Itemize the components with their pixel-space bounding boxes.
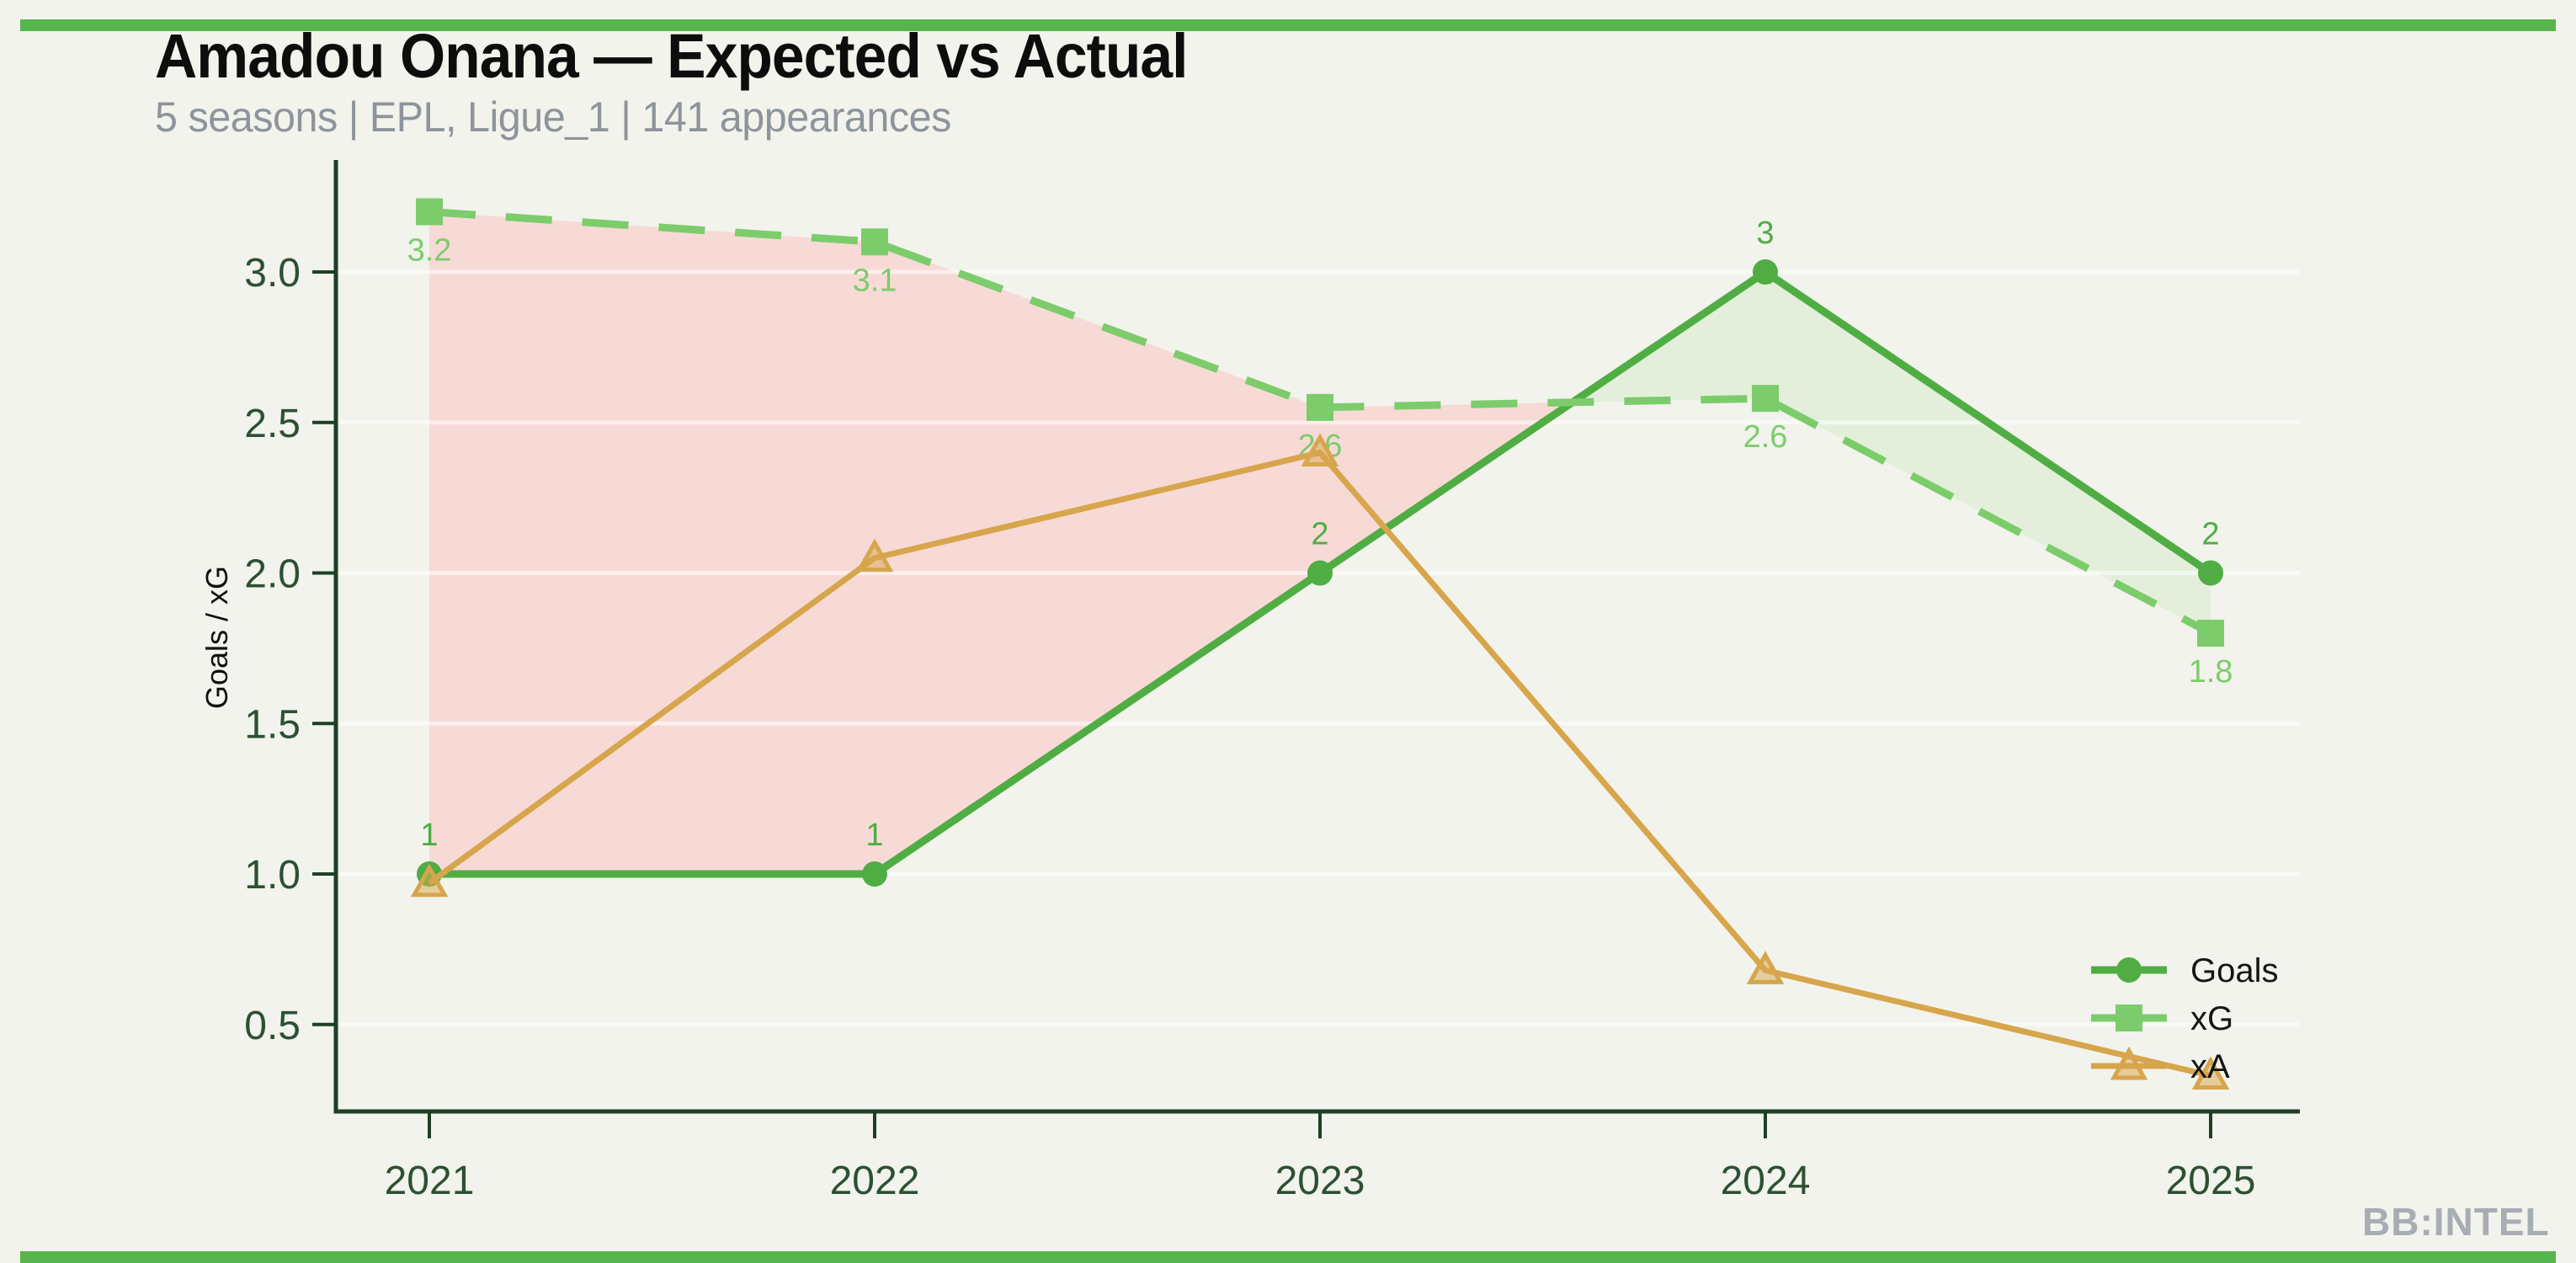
xg-marker-2025 [2197, 620, 2224, 647]
x-tick-label: 2024 [1721, 1159, 1811, 1203]
y-tick-label: 3.0 [244, 251, 301, 296]
xg-value-label: 1.8 [2189, 654, 2233, 690]
overperformance-area [1572, 272, 2211, 633]
goals-value-label: 1 [420, 818, 438, 853]
xa-marker-2024 [1746, 951, 1785, 984]
x-tick-label: 2021 [385, 1159, 475, 1203]
xg-value-label: 3.2 [407, 233, 452, 269]
goals-marker-2022 [862, 861, 887, 887]
legend-item-goals: Goals [2091, 952, 2279, 989]
legend-label: xG [2190, 1000, 2233, 1037]
goals-value-label: 3 [1756, 216, 1774, 251]
legend-marker-goals [2116, 957, 2142, 983]
goals-marker-2023 [1307, 560, 1333, 586]
x-tick-label: 2023 [1275, 1159, 1365, 1203]
y-tick-label: 1.5 [244, 702, 301, 747]
bottom-accent-bar [20, 1251, 2556, 1263]
y-tick-label: 1.0 [244, 853, 301, 898]
xg-marker-2021 [416, 198, 443, 226]
y-tick-label: 2.5 [244, 402, 301, 446]
fill-regions [429, 211, 2211, 874]
goals-marker-2025 [2198, 560, 2223, 586]
y-tick-label: 0.5 [244, 1004, 301, 1048]
legend-marker-xa [2110, 1046, 2148, 1080]
y-tick-label: 2.0 [244, 552, 301, 597]
xg-value-label: 2.6 [1743, 419, 1788, 455]
watermark: BB:INTEL [2362, 1200, 2550, 1244]
xg-value-label: 3.1 [853, 263, 897, 298]
xa-marker-2022 [855, 538, 894, 573]
chart-subtitle: 5 seasons | EPL, Ligue_1 | 141 appearanc… [155, 93, 951, 141]
xg-marker-2023 [1307, 393, 1333, 421]
underperformance-area [429, 211, 1573, 874]
axes: 0.5 1.0 1.5 2.0 2.5 3.0 2021 2022 2023 2024 2025 [244, 160, 2300, 1203]
chart-title: Amadou Onana — Expected vs Actual [155, 21, 1188, 91]
goals-value-label: 2 [2201, 517, 2219, 552]
goals-value-label: 1 [865, 818, 883, 853]
legend-label: Goals [2190, 952, 2279, 989]
xg-marker-2022 [861, 228, 888, 256]
x-tick-label: 2025 [2166, 1159, 2256, 1203]
xa-marker-2023 [1301, 433, 1339, 466]
legend-item-xa: xA [2091, 1046, 2230, 1085]
series-goals: 1 1 2 3 2 [417, 216, 2223, 887]
legend-label: xA [2190, 1048, 2230, 1085]
goals-marker-2024 [1753, 259, 1778, 285]
series-xg: 3.23.12.62.61.8 [407, 198, 2233, 690]
xa-marker-2025 [2191, 1056, 2230, 1090]
x-tick-label: 2022 [830, 1159, 920, 1203]
legend-marker-xg [2116, 1005, 2142, 1031]
legend-item-xg: xG [2091, 1000, 2233, 1037]
goals-value-label: 2 [1311, 517, 1328, 552]
legend: Goals xG xA [2091, 952, 2279, 1085]
series-xa [410, 433, 2230, 1090]
xa-marker-2021 [410, 863, 449, 898]
top-accent-bar [20, 19, 2556, 31]
xg-marker-2024 [1752, 385, 1779, 413]
